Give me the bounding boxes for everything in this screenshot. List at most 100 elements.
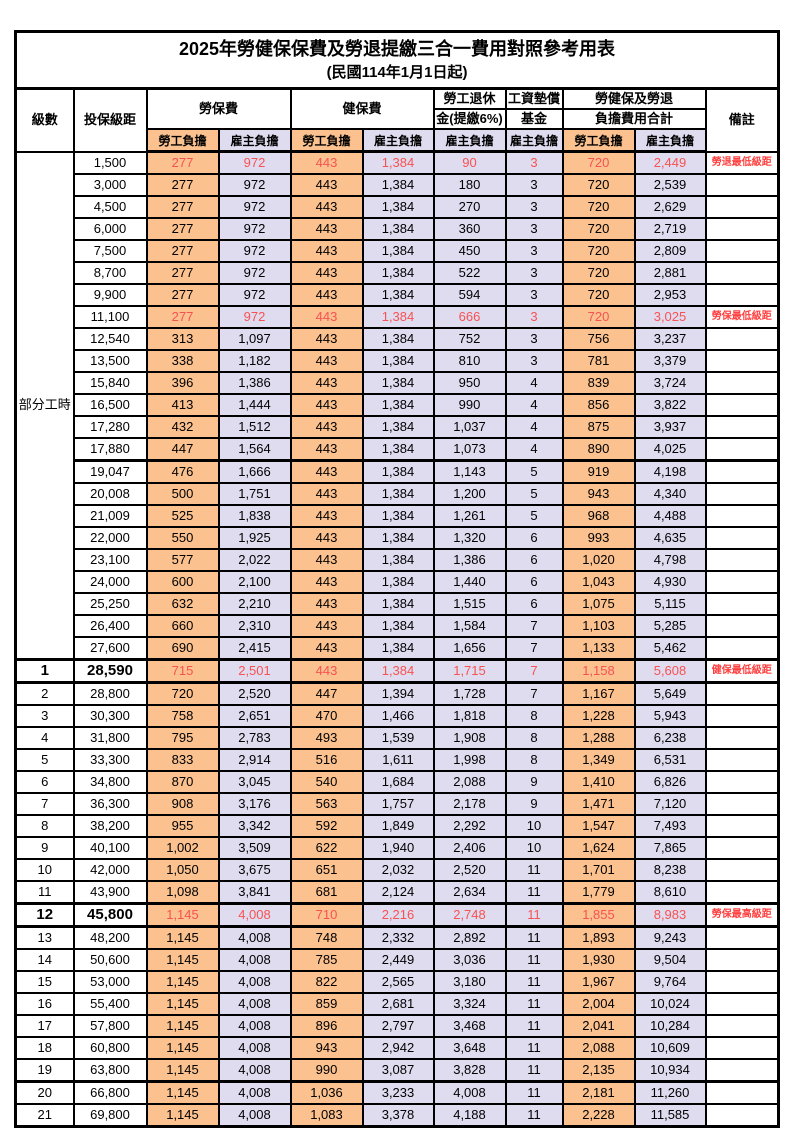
value-cell-health-employer: 1,384 <box>361 371 435 395</box>
value-cell-labor-employer: 972 <box>217 305 292 329</box>
value-cell-health-employer: 1,384 <box>361 614 435 638</box>
value-cell-pension-employer: 3,180 <box>432 970 507 994</box>
value-cell-wage-fund-employer: 7 <box>504 614 564 638</box>
value-cell-total-employee: 1,349 <box>561 748 636 772</box>
value-cell-total-employer: 10,284 <box>633 1014 707 1038</box>
table-row: 26,400 660 2,310 443 1,384 1,584 7 1,103… <box>16 614 780 638</box>
salary-cell: 17,280 <box>72 415 148 439</box>
value-cell-pension-employer: 1,386 <box>432 548 507 572</box>
value-cell-total-employee: 1,410 <box>561 770 636 794</box>
value-cell-health-employer: 1,466 <box>361 704 435 728</box>
value-cell-health-employer: 2,032 <box>361 858 435 882</box>
table-row: 13,500 338 1,182 443 1,384 810 3 781 3,3… <box>16 349 780 373</box>
value-cell-labor-employee: 447 <box>145 437 220 462</box>
value-cell-health-employer: 1,384 <box>361 239 435 263</box>
value-cell-labor-employee: 795 <box>145 726 220 750</box>
value-cell-total-employer: 2,881 <box>633 261 707 285</box>
value-cell-labor-employee: 1,145 <box>145 970 220 994</box>
value-cell-total-employer: 4,488 <box>633 504 707 528</box>
remark-cell <box>704 349 780 373</box>
value-cell-total-employee: 1,103 <box>561 614 636 638</box>
value-cell-health-employee: 443 <box>289 415 364 439</box>
salary-cell: 40,100 <box>72 836 148 860</box>
value-cell-pension-employer: 3,324 <box>432 992 507 1016</box>
page-title: 2025年勞健保保費及勞退提繳三合一費用對照參考用表 <box>179 39 616 59</box>
value-cell-wage-fund-employer: 4 <box>504 393 564 417</box>
remark-cell <box>704 283 780 307</box>
remark-cell <box>704 1036 780 1060</box>
value-cell-total-employer: 2,449 <box>633 150 707 175</box>
value-cell-total-employer: 5,943 <box>633 704 707 728</box>
remark-cell: 勞保最高級距 <box>704 902 780 928</box>
salary-cell: 25,250 <box>72 592 148 616</box>
value-cell-total-employee: 2,228 <box>561 1103 636 1128</box>
value-cell-health-employer: 1,384 <box>361 283 435 307</box>
value-cell-labor-employee: 277 <box>145 150 220 175</box>
value-cell-wage-fund-employer: 9 <box>504 770 564 794</box>
value-cell-labor-employer: 3,509 <box>217 836 292 860</box>
salary-cell: 33,300 <box>72 748 148 772</box>
header-row-top: 級數 投保級距 勞保費 健保費 勞工退休 工資墊償 勞健保及勞退 備註 <box>14 87 780 153</box>
value-cell-labor-employee: 476 <box>145 459 220 484</box>
value-cell-pension-employer: 1,261 <box>432 504 507 528</box>
remark-cell <box>704 836 780 860</box>
value-cell-total-employer: 10,934 <box>633 1058 707 1083</box>
value-cell-total-employer: 3,379 <box>633 349 707 373</box>
value-cell-health-employer: 1,849 <box>361 814 435 838</box>
value-cell-health-employee: 443 <box>289 195 364 219</box>
value-cell-health-employee: 443 <box>289 570 364 594</box>
remark-cell <box>704 548 780 572</box>
value-cell-labor-employee: 277 <box>145 305 220 329</box>
salary-cell: 16,500 <box>72 393 148 417</box>
value-cell-labor-employer: 972 <box>217 150 292 175</box>
header-row-sub: 勞工負擔 雇主負擔 勞工負擔 雇主負擔 雇主負擔 雇主負擔 勞工負擔 雇主負擔 <box>16 128 779 153</box>
value-cell-labor-employee: 277 <box>145 283 220 307</box>
value-cell-labor-employer: 972 <box>217 283 292 307</box>
value-cell-health-employee: 470 <box>289 704 364 728</box>
salary-cell: 36,300 <box>72 792 148 816</box>
subheader-pension-employer: 雇主負擔 <box>432 128 507 153</box>
salary-cell: 19,047 <box>72 459 148 484</box>
salary-cell: 31,800 <box>72 726 148 750</box>
value-cell-labor-employee: 277 <box>145 195 220 219</box>
value-cell-labor-employee: 550 <box>145 526 220 550</box>
level-cell: 6 <box>14 770 75 794</box>
col-header-salary: 投保級距 <box>72 87 148 153</box>
table-row: 22,000 550 1,925 443 1,384 1,320 6 993 4… <box>16 526 780 550</box>
remark-cell <box>704 1014 780 1038</box>
salary-cell: 8,700 <box>72 261 148 285</box>
salary-cell: 1,500 <box>72 150 148 175</box>
value-cell-labor-employer: 4,008 <box>217 992 292 1016</box>
salary-cell: 38,200 <box>72 814 148 838</box>
remark-cell <box>704 1080 780 1105</box>
value-cell-total-employee: 856 <box>561 393 636 417</box>
value-cell-total-employee: 2,088 <box>561 1036 636 1060</box>
table-row: 20 66,800 1,145 4,008 1,036 3,233 4,008 … <box>14 1080 780 1105</box>
value-cell-wage-fund-employer: 11 <box>504 880 564 905</box>
value-cell-labor-employer: 972 <box>217 261 292 285</box>
table-row: 15,840 396 1,386 443 1,384 950 4 839 3,7… <box>16 371 780 395</box>
value-cell-health-employee: 443 <box>289 217 364 241</box>
value-cell-labor-employee: 277 <box>145 217 220 241</box>
value-cell-health-employer: 1,384 <box>361 173 435 197</box>
page-subtitle: (民國114年1月1日起) <box>326 64 468 81</box>
subheader-total-employee: 勞工負擔 <box>561 128 636 153</box>
value-cell-health-employee: 859 <box>289 992 364 1016</box>
table-row: 16 55,400 1,145 4,008 859 2,681 3,324 11… <box>14 992 780 1016</box>
value-cell-labor-employee: 525 <box>145 504 220 528</box>
table-row: 2 28,800 720 2,520 447 1,394 1,728 7 1,1… <box>14 681 780 706</box>
subheader-total-employer: 雇主負擔 <box>633 128 707 153</box>
remark-cell <box>704 459 780 484</box>
value-cell-health-employee: 443 <box>289 459 364 484</box>
value-cell-total-employer: 10,609 <box>633 1036 707 1060</box>
remark-cell <box>704 239 780 263</box>
value-cell-health-employee: 710 <box>289 902 364 928</box>
table-row: 17 57,800 1,145 4,008 896 2,797 3,468 11… <box>14 1014 780 1038</box>
value-cell-health-employer: 2,124 <box>361 880 435 905</box>
level-cell: 5 <box>14 748 75 772</box>
value-cell-health-employee: 443 <box>289 239 364 263</box>
value-cell-wage-fund-employer: 7 <box>504 636 564 661</box>
salary-cell: 22,000 <box>72 526 148 550</box>
value-cell-pension-employer: 3,036 <box>432 948 507 972</box>
remark-cell <box>704 704 780 728</box>
